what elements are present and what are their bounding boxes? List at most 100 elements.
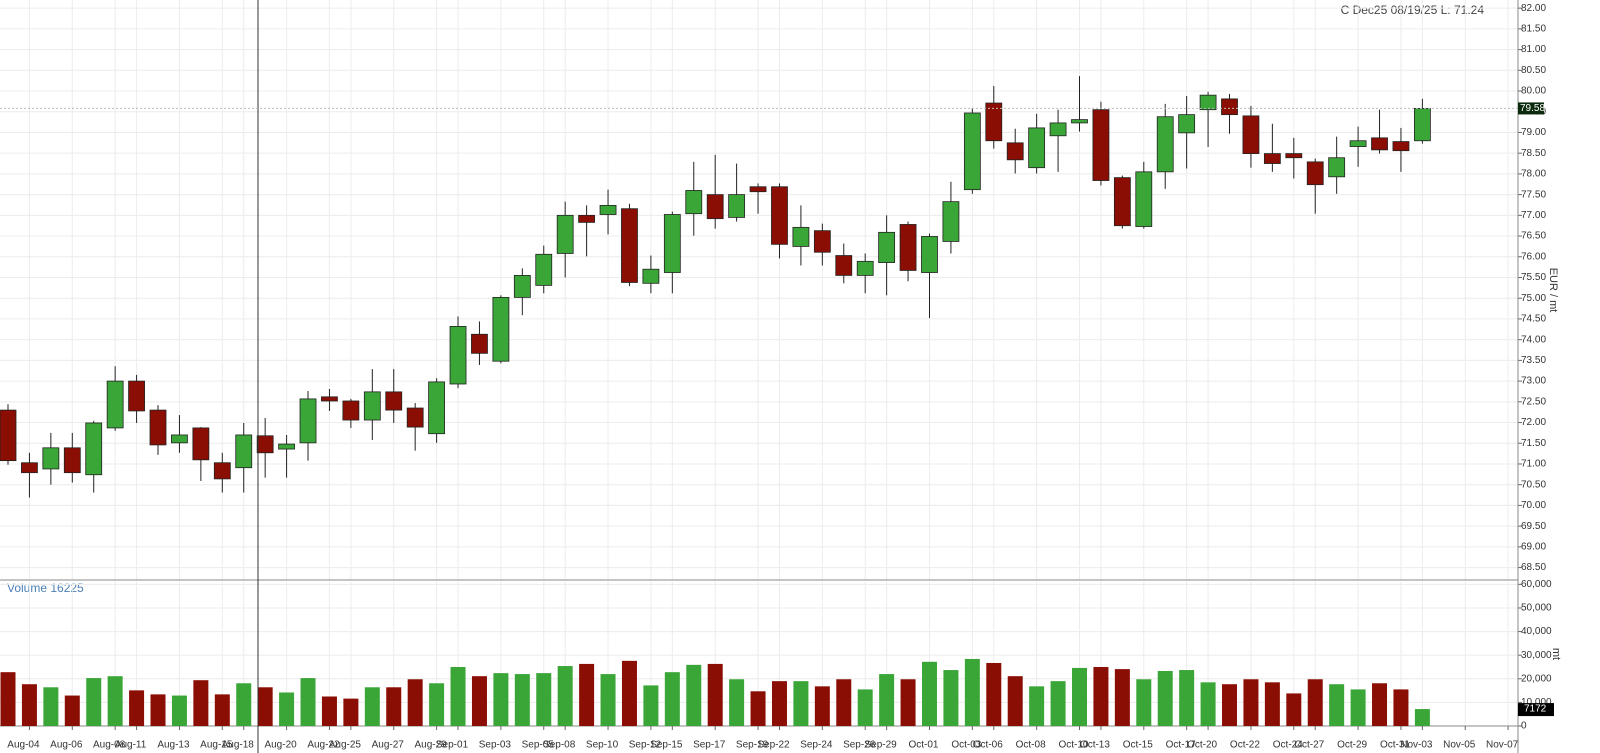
volume-bar (750, 691, 766, 726)
volume-bar (664, 672, 680, 726)
x-tick-label: Sep-17 (693, 740, 726, 751)
candle-body (1006, 142, 1024, 161)
volume-bar (793, 681, 809, 726)
candle-body (1092, 109, 1110, 181)
y-tick-label: 76.00 (1521, 251, 1546, 262)
candle-body (1392, 141, 1410, 152)
y-tick-label: 79.00 (1521, 127, 1546, 138)
x-tick-label: Sep-19 (736, 740, 769, 751)
y-tick-label: 78.00 (1521, 169, 1546, 180)
y-tick-label: 80.50 (1521, 65, 1546, 76)
y-tick-label: 72.00 (1521, 417, 1546, 428)
annotation: C Dec25 08/19/25 L: 71.24 (1341, 3, 1485, 17)
y-tick-label: 75.00 (1521, 293, 1546, 304)
candle-body (792, 226, 810, 247)
candle-body (106, 380, 124, 429)
last-price-tag (1518, 102, 1544, 115)
candle-body (1135, 171, 1153, 227)
volume-tick-label: 40,000 (1521, 626, 1552, 637)
volume-bar (493, 673, 509, 726)
x-tick-label: Oct-22 (1230, 740, 1260, 751)
x-tick-label: Oct-20 (1187, 740, 1217, 751)
volume-tick-label: 50,000 (1521, 603, 1552, 614)
y-tick-label: 69.00 (1521, 541, 1546, 552)
x-tick-label: Aug-04 (7, 740, 40, 751)
volume-bar (236, 683, 252, 726)
y-tick-label: 77.00 (1521, 210, 1546, 221)
candle-body (342, 400, 360, 421)
volume-bar (643, 685, 659, 726)
candle-body (406, 407, 424, 428)
x-tick-label: Oct-27 (1294, 740, 1324, 751)
volume-bar (836, 679, 852, 726)
candle-body (556, 214, 574, 254)
volume-bar (429, 683, 445, 726)
x-tick-label: Oct-29 (1337, 740, 1367, 751)
volume-bar (407, 679, 423, 726)
x-tick-label: Aug-06 (50, 740, 83, 751)
volume-bar (64, 695, 80, 726)
candle-body (1049, 122, 1067, 137)
y-tick-label: 68.50 (1521, 562, 1546, 573)
candle-body (235, 434, 253, 469)
candle-body (299, 398, 317, 444)
y-tick-label: 74.00 (1521, 334, 1546, 345)
x-tick-label: Oct-15 (1123, 740, 1153, 751)
volume-bar (1200, 682, 1216, 726)
candle-body (256, 435, 274, 454)
volume-bar (771, 681, 787, 726)
candle-body (621, 208, 638, 283)
volume-bar (129, 690, 145, 726)
y-tick-label: 69.50 (1521, 521, 1546, 532)
candle-body (0, 409, 17, 462)
x-tick-label: Oct-01 (908, 740, 938, 751)
volume-bar (686, 664, 702, 726)
volume-bar (986, 662, 1002, 726)
x-tick-label: Sep-22 (757, 740, 790, 751)
candle-body (835, 255, 853, 276)
y-tick-label: 73.00 (1521, 376, 1546, 387)
candle-body (1028, 127, 1046, 169)
candle-body (1328, 157, 1346, 178)
volume-bar (214, 694, 230, 726)
volume-bar (1350, 689, 1366, 726)
x-tick-label: Aug-22 (307, 740, 340, 751)
volume-bar (814, 686, 830, 726)
volume-bar (707, 663, 723, 726)
volume-bar (1029, 686, 1045, 726)
y-tick-label: 75.50 (1521, 272, 1546, 283)
candle-body (513, 275, 531, 298)
x-tick-label: Oct-03 (951, 740, 981, 751)
volume-bar (943, 670, 959, 726)
candle-body (85, 422, 103, 476)
volume-tick-label: 0 (1521, 721, 1527, 732)
volume-bar (964, 658, 980, 726)
x-tick-label: Oct-06 (973, 740, 1003, 751)
candle-body (1413, 108, 1431, 142)
x-tick-label: Sep-24 (800, 740, 833, 751)
volume-bar (21, 684, 37, 726)
volume-bar (1050, 681, 1066, 726)
candle-body (728, 194, 746, 218)
volume-bar (107, 676, 123, 726)
volume-bar (43, 687, 59, 726)
volume-bar (1093, 666, 1109, 726)
last-volume-label: 7172 (1524, 704, 1547, 715)
x-tick-label: Sep-29 (865, 740, 898, 751)
candle-body (21, 462, 38, 474)
candle-body (278, 443, 295, 450)
candle-body (985, 102, 1003, 142)
y-tick-label: 70.00 (1521, 500, 1546, 511)
volume-bar (279, 692, 295, 726)
candle-body (42, 447, 60, 470)
candle-body (213, 462, 231, 480)
candle-body (1178, 114, 1196, 134)
x-tick-label: Aug-18 (222, 740, 255, 751)
volume-bar (514, 674, 530, 726)
volume-bar (471, 676, 487, 726)
candle-body (642, 268, 660, 284)
x-tick-label: Aug-15 (200, 740, 233, 751)
volume-bar (1136, 679, 1152, 726)
x-tick-label: Sep-01 (436, 740, 469, 751)
volume-bar (600, 674, 616, 726)
